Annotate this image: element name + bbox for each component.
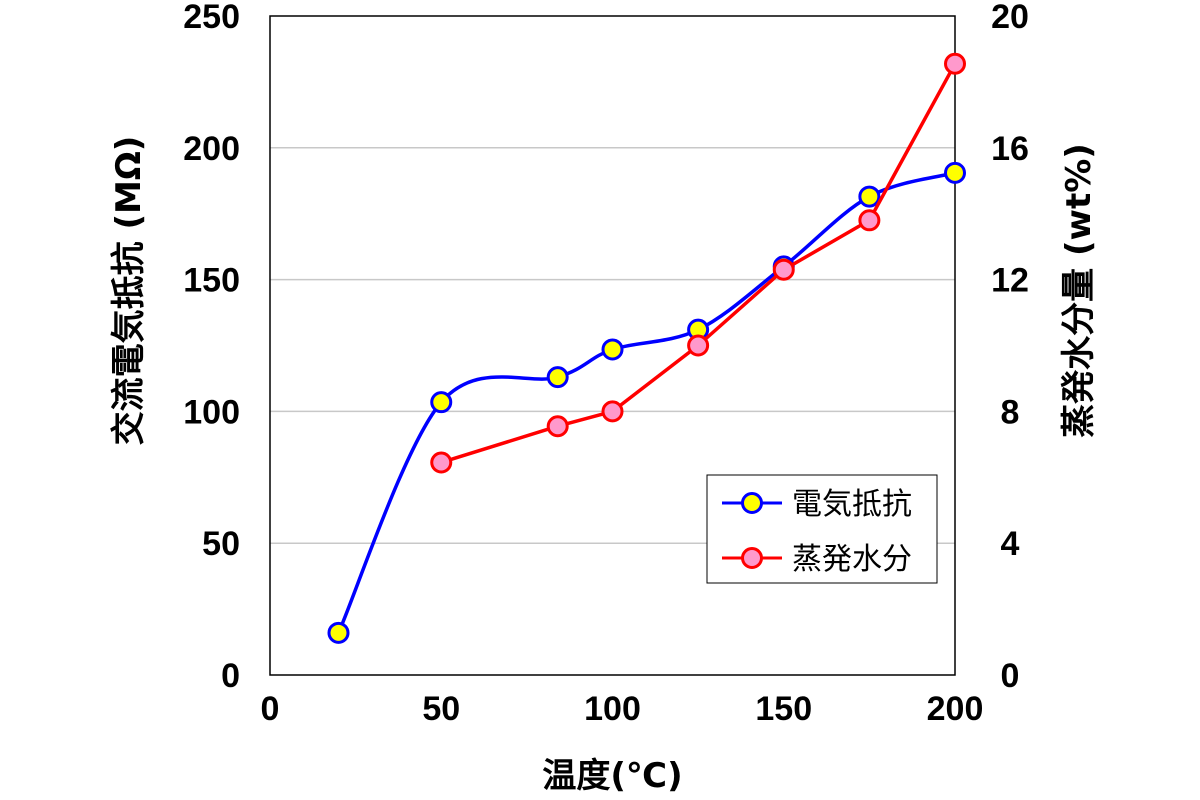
x-tick-label: 150 — [755, 690, 812, 728]
y2-axis-label: 蒸発水分量 (wt%) — [1059, 143, 1099, 438]
legend: 電気抵抗 蒸発水分 — [706, 474, 938, 584]
y2-tick-label: 0 — [1001, 657, 1020, 695]
data-point — [601, 400, 624, 423]
y2-tick-label: 4 — [1001, 525, 1020, 563]
data-point — [601, 338, 624, 361]
y2-tick-label: 8 — [1001, 393, 1020, 431]
data-point — [944, 161, 966, 184]
y2-tick-label: 16 — [991, 130, 1029, 168]
data-point — [327, 621, 350, 644]
series-line-0 — [336, 171, 956, 634]
data-point — [546, 415, 569, 438]
y-tick-label: 200 — [183, 130, 240, 168]
data-point — [772, 258, 795, 281]
legend-marker-resistance — [741, 492, 763, 514]
x-tick-label: 200 — [927, 690, 984, 728]
y2-tick-label: 12 — [991, 262, 1029, 300]
x-tick-label: 0 — [261, 690, 280, 728]
series-line-1 — [440, 62, 957, 465]
y-tick-label: 50 — [202, 525, 240, 563]
x-tick-label: 50 — [422, 690, 460, 728]
data-point — [944, 52, 966, 75]
series-layer — [327, 52, 966, 644]
data-point — [546, 366, 569, 389]
data-point — [687, 334, 710, 357]
data-point — [858, 185, 881, 208]
legend-marker-moisture — [741, 547, 763, 569]
legend-label-moisture: 蒸発水分 — [792, 542, 912, 577]
x-tick-label: 100 — [584, 690, 641, 728]
y-tick-label: 150 — [183, 262, 240, 300]
y-tick-label: 0 — [221, 657, 240, 695]
x-axis-label: 温度(℃) — [542, 756, 682, 796]
data-point — [430, 451, 453, 474]
tick-labels: 0 50 100 150 200 0 50 100 150 200 250 0 4 8 12 16 20 — [183, 0, 1029, 728]
plot-frame — [269, 15, 956, 676]
y-axis-label: 交流電気抵抗 (MΩ) — [109, 136, 149, 446]
data-point — [858, 209, 881, 232]
y-tick-label: 250 — [183, 0, 240, 36]
y2-tick-label: 20 — [991, 0, 1029, 36]
y-tick-label: 100 — [183, 393, 240, 431]
legend-label-resistance: 電気抵抗 — [792, 487, 912, 522]
data-point — [430, 391, 453, 414]
